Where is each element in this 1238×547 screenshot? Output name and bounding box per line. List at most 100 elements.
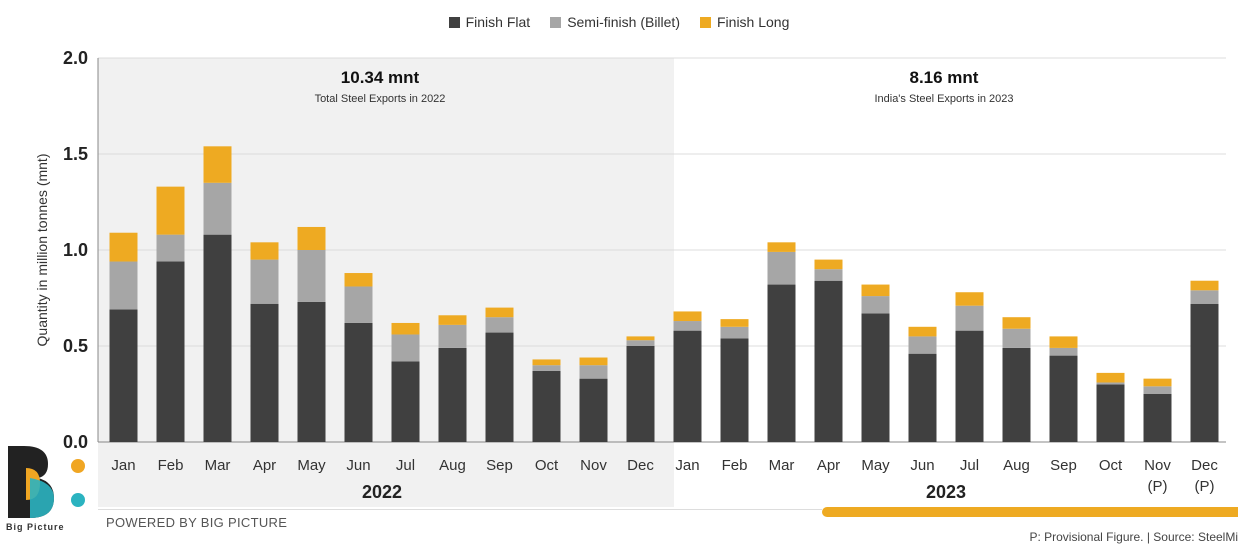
- bar-segment-finish-flat: [438, 347, 467, 442]
- bar-segment-semi-finish-billet: [1096, 382, 1125, 385]
- annotation-2023-caption: India's Steel Exports in 2023: [874, 93, 1013, 105]
- x-tick-label: Jan: [111, 457, 135, 474]
- bar-segment-finish-flat: [626, 346, 655, 442]
- legend-item-semi-finish: Semi-finish (Billet): [550, 14, 680, 30]
- legend-swatch-semi-finish: [550, 16, 562, 28]
- bar-segment-finish-long: [720, 319, 749, 327]
- bar-segment-finish-flat: [767, 284, 796, 442]
- bar-segment-finish-flat: [673, 330, 702, 442]
- x-tick-label: Oct: [1099, 457, 1123, 474]
- bar-segment-semi-finish-billet: [250, 259, 279, 304]
- group-label-2023: 2023: [926, 482, 966, 502]
- bar-segment-finish-flat: [203, 234, 232, 442]
- x-tick-label: Feb: [722, 457, 748, 474]
- annotation-2022-total: 10.34 mnt: [341, 68, 420, 87]
- bar-segment-finish-flat: [250, 303, 279, 442]
- logo-dot-orange-icon: [71, 459, 85, 473]
- legend-item-finish-long: Finish Long: [700, 14, 789, 30]
- bar-segment-semi-finish-billet: [861, 296, 890, 314]
- annotation-2023-total: 8.16 mnt: [910, 68, 979, 87]
- bar-segment-finish-long: [532, 359, 561, 366]
- bar-segment-semi-finish-billet: [908, 336, 937, 354]
- year-2022-background: [98, 58, 674, 507]
- legend-label-semi-finish: Semi-finish (Billet): [567, 14, 680, 30]
- bar-segment-semi-finish-billet: [767, 251, 796, 285]
- bar-segment-finish-long: [861, 284, 890, 297]
- year-2023-label-background: [674, 476, 1226, 506]
- bar-segment-semi-finish-billet: [485, 317, 514, 333]
- bar-segment-finish-long: [673, 311, 702, 322]
- bar-segment-finish-long: [156, 186, 185, 235]
- legend-label-finish-flat: Finish Flat: [465, 14, 531, 30]
- bar-segment-finish-long: [203, 146, 232, 183]
- bar-segment-finish-flat: [109, 309, 138, 442]
- bar-segment-semi-finish-billet: [814, 269, 843, 281]
- bar-segment-semi-finish-billet: [1143, 386, 1172, 394]
- bar-segment-finish-flat: [955, 330, 984, 442]
- legend-label-finish-long: Finish Long: [717, 14, 790, 30]
- x-tick-label: Nov: [580, 457, 607, 474]
- x-tick-label: Sep: [486, 457, 513, 474]
- bar-segment-finish-flat: [1143, 394, 1172, 442]
- x-tick-label: Jun: [346, 457, 370, 474]
- powered-by-text: POWERED BY BIG PICTURE: [106, 515, 288, 530]
- bar-segment-finish-flat: [485, 332, 514, 442]
- bar-segment-semi-finish-billet: [1002, 328, 1031, 348]
- bar-segment-finish-long: [955, 292, 984, 306]
- x-tick-label: Apr: [817, 457, 840, 474]
- bar-segment-finish-long: [1049, 336, 1078, 348]
- x-tick-label: Jun: [910, 457, 934, 474]
- bar-segment-finish-long: [579, 357, 608, 366]
- x-tick-label: Mar: [769, 457, 795, 474]
- bar-segment-semi-finish-billet: [156, 234, 185, 262]
- x-tick-label: Sep: [1050, 457, 1077, 474]
- bar-segment-finish-long: [814, 259, 843, 270]
- source-note: P: Provisional Figure. | Source: SteelMi: [1029, 530, 1238, 544]
- x-tick-label: Feb: [158, 457, 184, 474]
- bar-segment-semi-finish-billet: [203, 182, 232, 235]
- logo-b-lower-icon: [30, 478, 54, 518]
- legend-item-finish-flat: Finish Flat: [448, 14, 531, 30]
- bar-segment-finish-flat: [156, 261, 185, 442]
- x-tick-label: Dec: [1191, 457, 1218, 474]
- logo-brand-text: Big Picture: [6, 522, 65, 532]
- bar-segment-semi-finish-billet: [438, 324, 467, 348]
- chart-legend: Finish Flat Semi-finish (Billet) Finish …: [0, 14, 1238, 30]
- y-tick-label: 2.0: [63, 48, 88, 68]
- bar-segment-semi-finish-billet: [1190, 290, 1219, 304]
- x-tick-label: Aug: [439, 457, 466, 474]
- y-tick-label: 0.0: [63, 432, 88, 452]
- x-tick-label: Apr: [253, 457, 276, 474]
- bar-segment-semi-finish-billet: [297, 250, 326, 302]
- bar-segment-semi-finish-billet: [344, 286, 373, 323]
- bar-segment-finish-flat: [861, 313, 890, 442]
- legend-swatch-finish-long: [700, 16, 711, 28]
- x-tick-label: Mar: [205, 457, 231, 474]
- annotation-2022-caption: Total Steel Exports in 2022: [315, 93, 446, 105]
- bar-segment-semi-finish-billet: [391, 334, 420, 362]
- bar-segment-finish-flat: [908, 353, 937, 442]
- bar-segment-finish-flat: [1002, 347, 1031, 442]
- bar-segment-finish-long: [297, 226, 326, 250]
- group-label-2022: 2022: [362, 482, 402, 502]
- bar-segment-finish-long: [1002, 317, 1031, 329]
- x-tick-label: Jan: [675, 457, 699, 474]
- x-tick-label: May: [861, 457, 890, 474]
- bar-segment-finish-flat: [1096, 384, 1125, 442]
- bar-segment-finish-flat: [344, 322, 373, 442]
- x-tick-label: May: [297, 457, 326, 474]
- bar-segment-semi-finish-billet: [532, 365, 561, 371]
- bar-segment-finish-long: [438, 315, 467, 325]
- bar-segment-finish-long: [344, 273, 373, 287]
- bar-segment-finish-long: [1190, 280, 1219, 291]
- x-tick-label: (P): [1195, 478, 1215, 495]
- bar-segment-finish-long: [1096, 372, 1125, 383]
- x-tick-label: Aug: [1003, 457, 1030, 474]
- logo-dot-teal-icon: [71, 493, 85, 507]
- x-tick-label: Nov: [1144, 457, 1171, 474]
- y-tick-label: 1.0: [63, 240, 88, 260]
- bar-segment-finish-flat: [1190, 303, 1219, 442]
- y-tick-label: 0.5: [63, 336, 88, 356]
- footer-divider: [98, 509, 822, 510]
